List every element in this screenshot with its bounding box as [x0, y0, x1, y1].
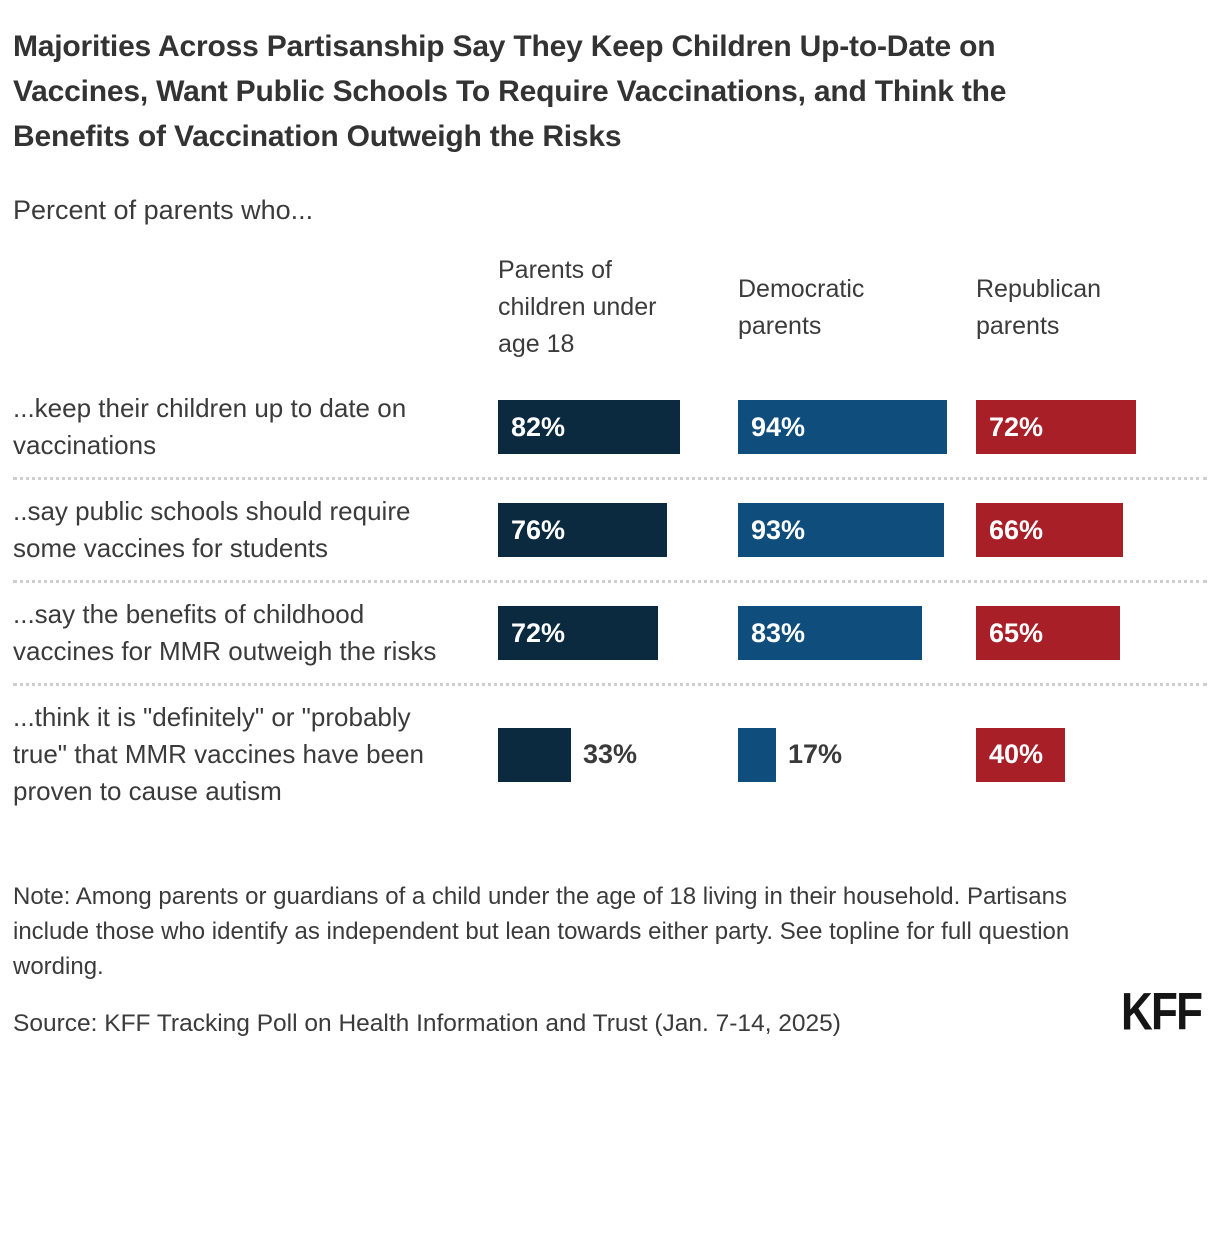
bar-cell: 66% — [976, 502, 1207, 558]
chart-footer: Source: KFF Tracking Poll on Health Info… — [13, 982, 1207, 1042]
bar-value-label: 82% — [511, 411, 566, 442]
chart-row: ...think it is "definitely" or "probably… — [13, 683, 1207, 823]
bar-cell: 65% — [976, 605, 1207, 661]
bar-value-label: 65% — [989, 617, 1044, 648]
row-label: ...keep their children up to date on vac… — [13, 393, 407, 460]
bar: 66% — [976, 503, 1123, 557]
chart-row: ...say the benefits of childhood vaccine… — [13, 580, 1207, 683]
bar: 82% — [498, 400, 680, 454]
bar-cell: 33% — [498, 727, 738, 783]
bar-cell: 94% — [738, 399, 976, 455]
bar: 72% — [976, 400, 1136, 454]
bar: 65% — [976, 606, 1120, 660]
row-label: ...say the benefits of childhood vaccine… — [13, 599, 437, 666]
chart-row: ...keep their children up to date on vac… — [13, 377, 1207, 477]
page-title: Majorities Across Partisanship Say They … — [13, 30, 1007, 153]
bar-value-label: 33% — [583, 739, 638, 769]
chart-note: Note: Among parents or guardians of a ch… — [13, 883, 1070, 980]
bar-cell: 76% — [498, 502, 738, 558]
bar-cell: 82% — [498, 399, 738, 455]
bar-value-label: 66% — [989, 514, 1044, 545]
bar-cell: 72% — [498, 605, 738, 661]
chart-subtitle: Percent of parents who... — [13, 195, 314, 225]
column-header-republican-parents: Republican parents — [976, 274, 1102, 340]
bar — [738, 727, 776, 782]
bar: 94% — [738, 400, 947, 454]
bar-value-label: 72% — [511, 617, 566, 648]
chart-source: Source: KFF Tracking Poll on Health Info… — [13, 1010, 841, 1037]
bar-cell: 17% — [738, 727, 976, 783]
column-header-row: Parents of children under age 18 Democra… — [13, 226, 1207, 377]
bar-value-label: 94% — [751, 411, 806, 442]
bar: 72% — [498, 606, 658, 660]
bar-cell: 93% — [738, 502, 976, 558]
kff-logo: KFF — [1120, 982, 1203, 1042]
bar-value-label: 76% — [511, 514, 566, 545]
bar-value-label: 72% — [989, 411, 1044, 442]
bar-cell: 72% — [976, 399, 1207, 455]
bar-cell: 83% — [738, 605, 976, 661]
bar-value-label: 83% — [751, 617, 806, 648]
bar: 93% — [738, 503, 944, 557]
chart-row: ..say public schools should require some… — [13, 477, 1207, 580]
bar — [498, 727, 571, 782]
row-label: ..say public schools should require some… — [13, 496, 411, 563]
column-header-all-parents: Parents of children under age 18 — [498, 256, 657, 358]
bar-value-label: 17% — [788, 739, 843, 769]
column-header-democratic-parents: Democratic parents — [738, 274, 865, 340]
chart-rows: ...keep their children up to date on vac… — [13, 377, 1207, 823]
bar-value-label: 93% — [751, 514, 806, 545]
bar: 83% — [738, 606, 922, 660]
bar: 40% — [976, 727, 1065, 782]
bar: 76% — [498, 503, 667, 557]
bar-cell: 40% — [976, 727, 1207, 783]
row-label: ...think it is "definitely" or "probably… — [13, 702, 424, 806]
bar-value-label: 40% — [989, 739, 1044, 769]
